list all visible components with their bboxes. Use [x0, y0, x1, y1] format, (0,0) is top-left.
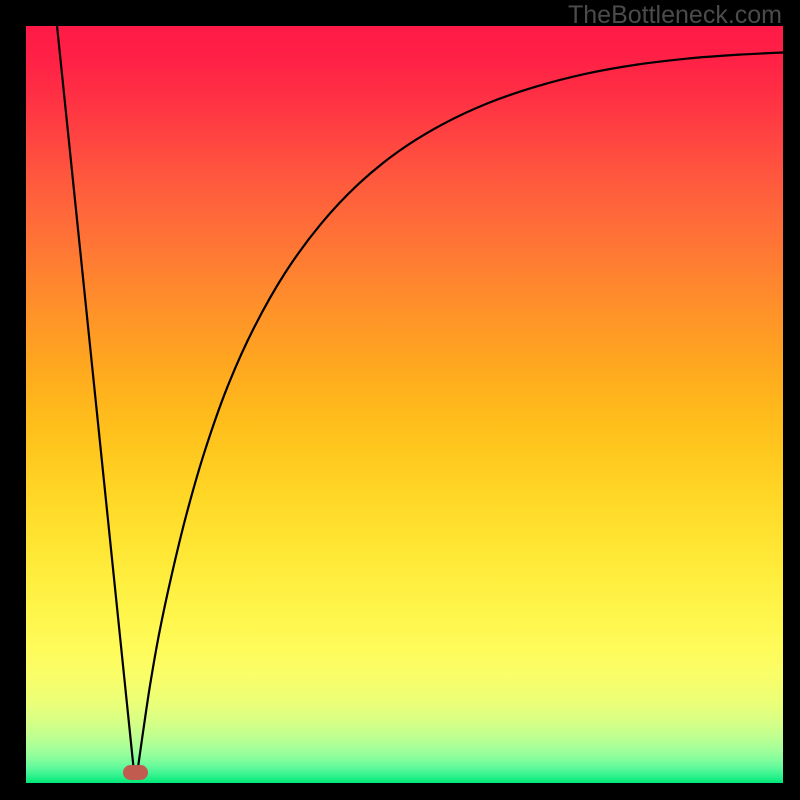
curve-layer	[26, 26, 783, 783]
watermark-text: TheBottleneck.com	[568, 1, 782, 30]
chart-container: TheBottleneck.com	[0, 0, 800, 800]
plot-area	[26, 26, 783, 783]
minimum-marker	[123, 765, 148, 780]
